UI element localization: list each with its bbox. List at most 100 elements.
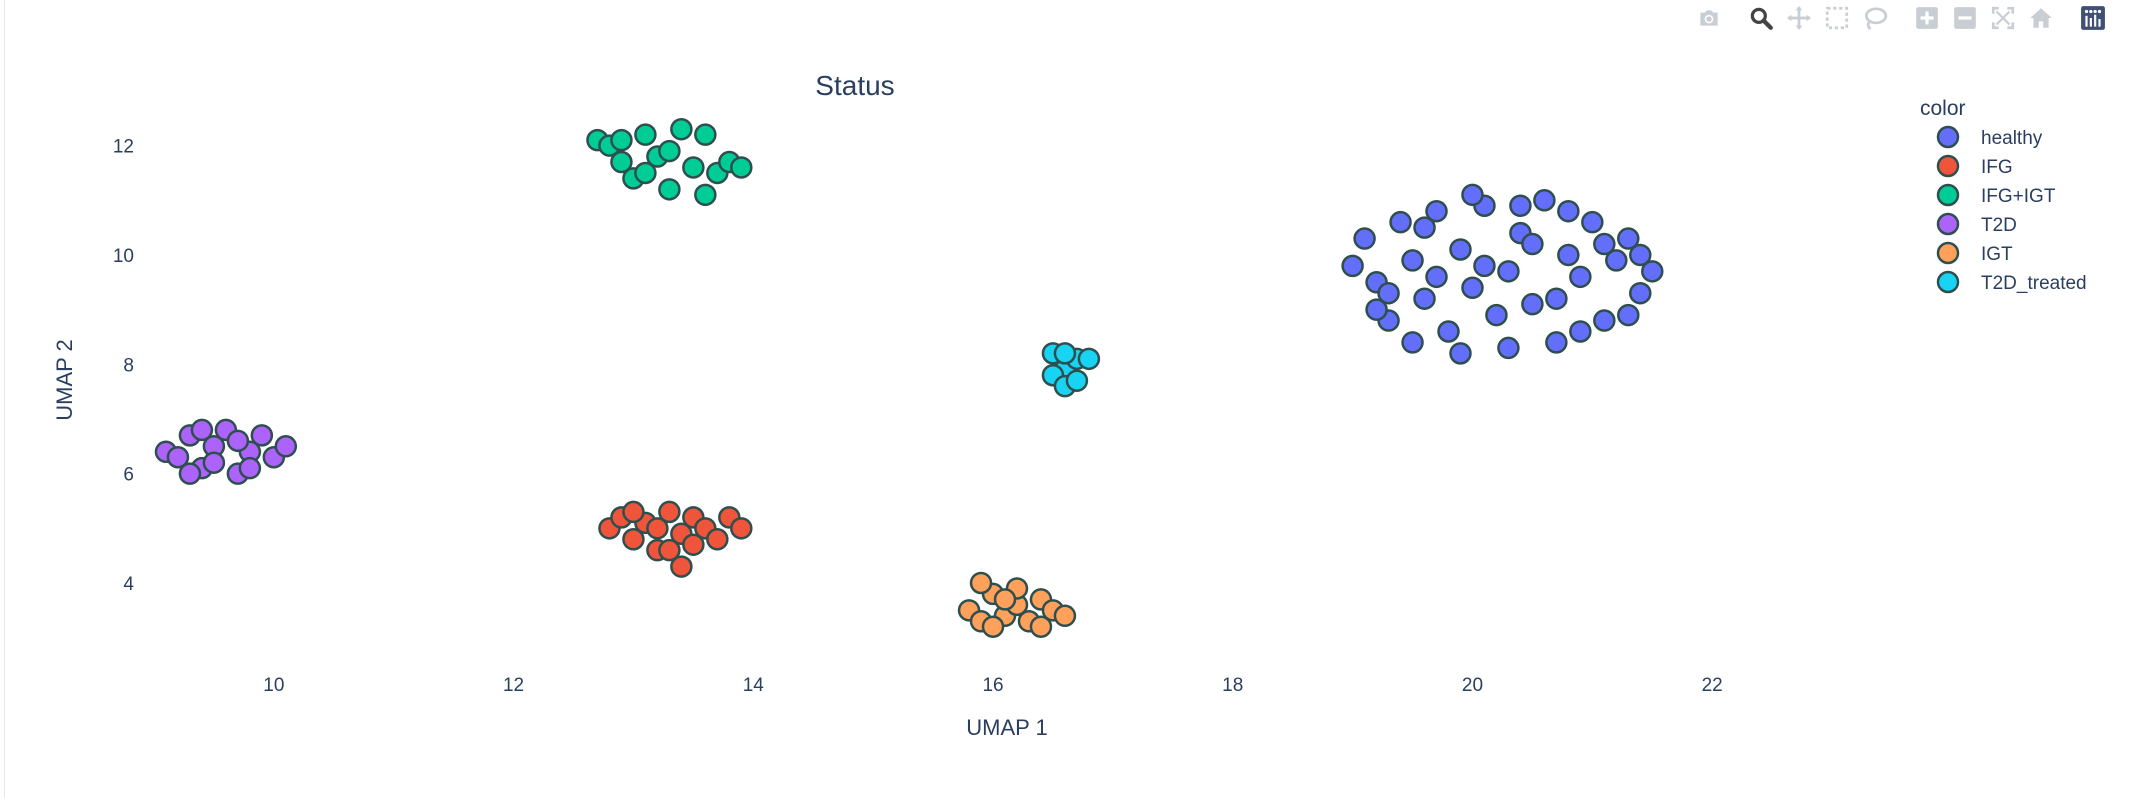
- data-point[interactable]: [1425, 265, 1448, 289]
- pan-icon[interactable]: [1780, 2, 1818, 34]
- data-point[interactable]: [1413, 216, 1436, 239]
- data-point[interactable]: [1449, 238, 1472, 261]
- data-point[interactable]: [1461, 183, 1484, 207]
- data-point[interactable]: [1053, 342, 1077, 365]
- data-point[interactable]: [166, 445, 190, 469]
- data-point[interactable]: [1065, 369, 1089, 392]
- data-point[interactable]: [226, 429, 250, 453]
- chart-title: Status: [815, 70, 894, 101]
- legend-item-IGT[interactable]: IGT: [1936, 241, 2013, 265]
- data-point[interactable]: [1389, 210, 1412, 234]
- plot-area[interactable]: [154, 117, 1664, 638]
- data-point[interactable]: [1401, 249, 1424, 272]
- data-point[interactable]: [993, 588, 1017, 611]
- data-point[interactable]: [658, 178, 681, 201]
- data-point[interactable]: [1401, 331, 1424, 354]
- legend-marker: [1936, 154, 1960, 178]
- data-point[interactable]: [610, 150, 633, 174]
- zoom-out-icon[interactable]: [1946, 2, 1984, 34]
- left-border: [4, 0, 5, 798]
- data-point[interactable]: [634, 161, 657, 185]
- data-point[interactable]: [1605, 249, 1628, 272]
- data-point[interactable]: [1497, 260, 1520, 283]
- data-point[interactable]: [1569, 265, 1592, 289]
- data-point[interactable]: [1629, 243, 1652, 267]
- data-point[interactable]: [1617, 303, 1640, 327]
- data-point[interactable]: [634, 123, 657, 146]
- data-point[interactable]: [1497, 336, 1520, 360]
- data-point[interactable]: [730, 156, 753, 179]
- legend-item-T2D[interactable]: T2D: [1936, 212, 2017, 236]
- data-point[interactable]: [1377, 281, 1400, 305]
- data-point[interactable]: [1341, 254, 1364, 278]
- data-point[interactable]: [1569, 320, 1592, 343]
- data-point[interactable]: [190, 418, 214, 442]
- data-point[interactable]: [622, 528, 645, 551]
- legend-item-IFG+IGT[interactable]: IFG+IGT: [1936, 183, 2056, 207]
- legend-item-healthy[interactable]: healthy: [1936, 125, 2043, 149]
- data-point[interactable]: [1437, 320, 1460, 343]
- data-point[interactable]: [1077, 347, 1101, 371]
- data-point[interactable]: [670, 117, 693, 141]
- data-point[interactable]: [178, 462, 202, 485]
- reset-axes-icon[interactable]: [2022, 2, 2060, 34]
- data-point[interactable]: [1533, 189, 1556, 212]
- data-point[interactable]: [1473, 254, 1496, 278]
- data-point[interactable]: [682, 156, 705, 179]
- data-point[interactable]: [250, 424, 274, 447]
- data-point[interactable]: [1641, 260, 1664, 283]
- data-point[interactable]: [238, 456, 262, 480]
- data-point[interactable]: [1557, 199, 1580, 223]
- data-point[interactable]: [658, 500, 681, 524]
- data-point[interactable]: [658, 139, 681, 163]
- data-point[interactable]: [1449, 342, 1472, 365]
- data-point[interactable]: [1545, 287, 1568, 310]
- data-point[interactable]: [1593, 309, 1616, 332]
- zoom-in-icon[interactable]: [1908, 2, 1946, 34]
- series-IGT: [957, 571, 1077, 638]
- legend-label: IFG: [1981, 157, 2013, 178]
- data-point[interactable]: [1557, 243, 1580, 267]
- data-point[interactable]: [969, 571, 993, 595]
- data-point[interactable]: [682, 533, 705, 556]
- camera-icon[interactable]: [1690, 2, 1728, 34]
- data-point[interactable]: [730, 517, 753, 540]
- data-point[interactable]: [1485, 303, 1508, 327]
- data-point[interactable]: [658, 538, 681, 562]
- data-point[interactable]: [670, 555, 693, 578]
- data-point[interactable]: [1545, 331, 1568, 354]
- data-point[interactable]: [1425, 199, 1448, 223]
- data-point[interactable]: [706, 528, 729, 551]
- data-point[interactable]: [622, 500, 645, 524]
- data-point[interactable]: [202, 451, 226, 474]
- data-point[interactable]: [1365, 298, 1388, 321]
- modebar: [1690, 2, 2112, 34]
- data-point[interactable]: [1617, 227, 1640, 250]
- data-point[interactable]: [646, 517, 669, 540]
- data-point[interactable]: [274, 435, 298, 458]
- data-point[interactable]: [1521, 232, 1544, 256]
- data-point[interactable]: [1029, 615, 1053, 638]
- data-point[interactable]: [1581, 210, 1604, 234]
- data-point[interactable]: [1629, 281, 1652, 305]
- lasso-select-icon[interactable]: [1856, 2, 1894, 34]
- legend-item-IFG[interactable]: IFG: [1936, 154, 2013, 178]
- data-point[interactable]: [1413, 287, 1436, 310]
- data-point[interactable]: [981, 615, 1005, 638]
- box-select-icon[interactable]: [1818, 2, 1856, 34]
- data-point[interactable]: [1053, 604, 1077, 628]
- plotly-logo-icon[interactable]: [2074, 2, 2112, 34]
- data-point[interactable]: [694, 123, 717, 146]
- data-point[interactable]: [694, 183, 717, 207]
- data-point[interactable]: [1353, 227, 1376, 250]
- legend-item-T2D_treated[interactable]: T2D_treated: [1936, 270, 2087, 294]
- x-tick-label: 20: [1462, 675, 1483, 696]
- data-point[interactable]: [1509, 194, 1532, 217]
- zoom-icon[interactable]: [1742, 2, 1780, 34]
- data-point[interactable]: [610, 128, 633, 152]
- data-point[interactable]: [1593, 232, 1616, 256]
- autoscale-icon[interactable]: [1984, 2, 2022, 34]
- data-point[interactable]: [1521, 292, 1544, 316]
- data-point[interactable]: [1461, 276, 1484, 300]
